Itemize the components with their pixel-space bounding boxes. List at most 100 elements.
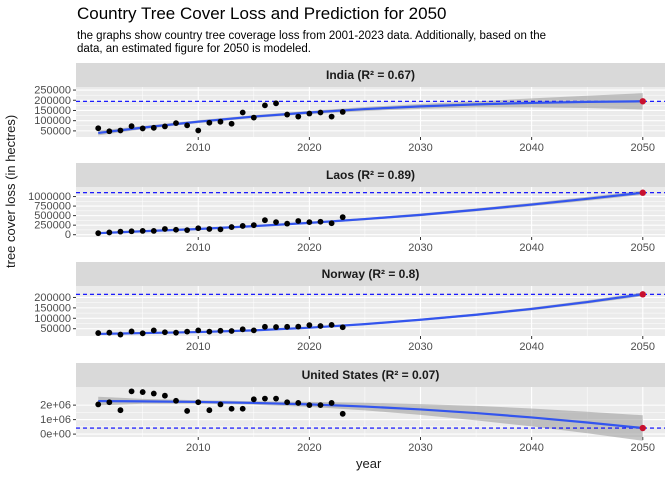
data-point	[128, 328, 135, 335]
y-tick-label: 250000	[34, 85, 71, 97]
data-point	[228, 120, 235, 127]
fit-line	[98, 191, 643, 235]
data-point	[117, 407, 124, 414]
facet-strip	[76, 363, 665, 387]
data-point	[128, 228, 135, 235]
data-point	[139, 389, 146, 395]
x-tick-label: 2010	[186, 242, 210, 254]
x-tick-label: 2050	[631, 242, 655, 254]
y-tick-label: 2e+06	[40, 400, 71, 412]
data-point	[273, 395, 279, 402]
data-point	[184, 122, 191, 129]
data-point	[106, 229, 113, 236]
y-tick-label: 100000	[34, 313, 71, 325]
x-tick-label: 2040	[519, 142, 543, 154]
fit-line	[98, 399, 643, 430]
data-point	[150, 124, 157, 131]
data-point	[162, 392, 168, 399]
data-point	[295, 400, 302, 406]
y-tick-label: 200000	[34, 292, 71, 304]
data-point	[228, 405, 235, 412]
data-point	[173, 120, 179, 127]
data-point	[184, 227, 191, 234]
data-point	[239, 109, 246, 116]
x-tick-label: 2010	[186, 341, 210, 353]
x-tick-label: 2050	[631, 442, 655, 454]
data-point	[306, 402, 313, 409]
prediction-point	[639, 424, 646, 432]
data-point	[184, 408, 191, 414]
data-point	[262, 217, 268, 224]
data-point	[228, 328, 235, 334]
data-point	[206, 407, 213, 414]
facet-label: Laos (R² = 0.89)	[326, 168, 415, 182]
confidence-band	[98, 396, 643, 441]
data-point	[306, 110, 313, 117]
facet-panel: United States (R² = 0.07) 0e+00 1e+06 2e+06…	[40, 363, 665, 454]
data-point	[284, 220, 291, 227]
y-tick-label: 0	[65, 229, 71, 241]
data-point	[206, 226, 213, 232]
data-point	[228, 224, 235, 230]
data-point	[273, 219, 279, 226]
data-point	[217, 401, 224, 408]
data-point	[328, 113, 335, 120]
data-point	[317, 218, 324, 225]
x-tick-label: 2030	[408, 242, 432, 254]
x-tick-label: 2040	[519, 242, 543, 254]
prediction-point	[639, 189, 646, 196]
data-point	[195, 327, 202, 334]
data-point	[206, 119, 213, 126]
data-point	[162, 226, 168, 232]
data-point	[250, 114, 257, 121]
data-point	[173, 397, 179, 404]
data-point	[139, 227, 146, 234]
data-point	[328, 400, 335, 406]
facet-label: United States (R² = 0.07)	[302, 368, 440, 382]
y-tick-label: 50000	[40, 323, 71, 335]
data-point	[150, 327, 157, 334]
x-tick-label: 2050	[631, 142, 655, 154]
data-point	[150, 390, 157, 397]
y-tick-label: 500000	[34, 210, 71, 222]
prediction-point	[639, 291, 646, 298]
data-point	[284, 111, 291, 118]
fit-line	[98, 293, 643, 336]
data-point	[195, 225, 202, 232]
data-point	[262, 102, 268, 109]
data-point	[117, 228, 124, 235]
y-tick-label: 200000	[34, 95, 71, 107]
x-tick-label: 2030	[408, 142, 432, 154]
data-point	[328, 322, 335, 328]
data-point	[117, 331, 124, 338]
data-point	[162, 123, 168, 130]
data-point	[295, 218, 302, 224]
x-tick-label: 2010	[186, 142, 210, 154]
data-point	[273, 100, 279, 107]
data-point	[173, 329, 179, 336]
data-point	[306, 322, 313, 329]
data-point	[239, 405, 246, 412]
data-point	[150, 227, 157, 234]
x-tick-label: 2020	[297, 142, 321, 154]
data-point	[328, 220, 335, 227]
data-point	[95, 125, 102, 132]
x-tick-label: 2030	[408, 442, 432, 454]
data-point	[239, 223, 246, 229]
y-tick-label: 150000	[34, 302, 71, 314]
y-tick-label: 1e+06	[40, 414, 71, 426]
data-point	[128, 123, 135, 130]
data-point	[250, 396, 257, 403]
facet-strip	[76, 63, 665, 87]
x-tick-label: 2050	[631, 341, 655, 353]
data-point	[106, 128, 113, 135]
data-point	[195, 127, 202, 134]
data-point	[217, 118, 224, 125]
data-point	[317, 323, 324, 329]
data-point	[95, 330, 102, 336]
data-point	[284, 399, 291, 406]
data-point	[273, 324, 279, 330]
facet-panel: Norway (R² = 0.8) 50000100000150000200000…	[34, 262, 665, 353]
x-axis-label: year	[356, 456, 382, 471]
chart-title: Country Tree Cover Loss and Prediction f…	[77, 4, 447, 23]
